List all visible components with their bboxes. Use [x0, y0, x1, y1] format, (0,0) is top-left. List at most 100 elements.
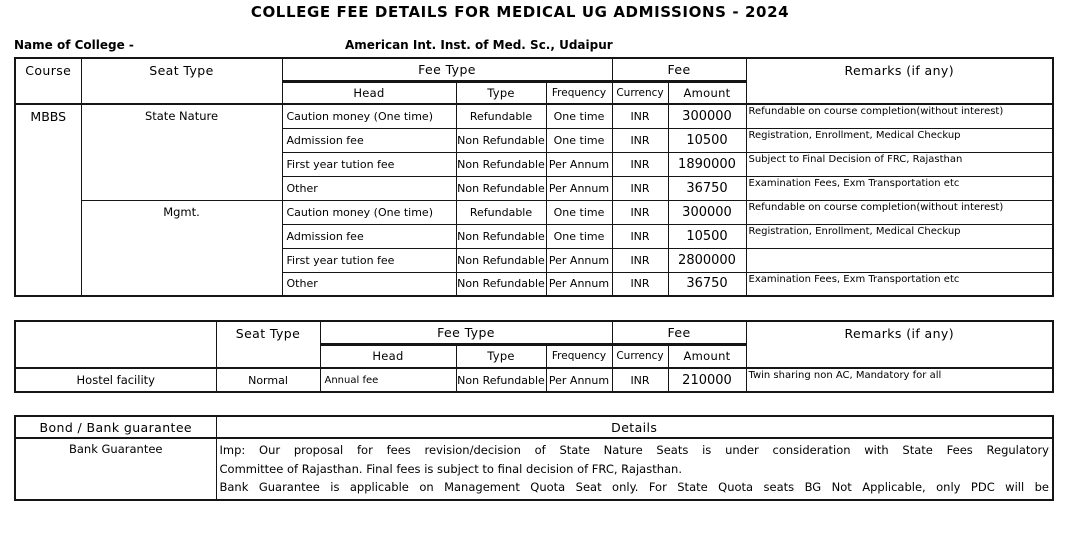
fee-amount-cell: 36750 [667, 175, 747, 201]
fee-frequency-cell: Per Annum [545, 151, 613, 177]
fee-frequency-cell: Per Annum [545, 271, 613, 297]
fee-frequency-cell: One time [545, 223, 613, 249]
fee-head-cell: Admission fee [281, 223, 457, 249]
fee-frequency-cell: Per Annum [545, 175, 613, 201]
fee-remarks-cell: Examination Fees, Exm Transportation etc [745, 175, 1054, 201]
fee-remarks-cell: Twin sharing non AC, Mandatory for all [745, 367, 1054, 393]
fee-amount-cell: 300000 [667, 199, 747, 225]
header-seat-type: Seat Type [80, 57, 283, 105]
header-remarks: Remarks (if any) [745, 320, 1054, 369]
fee-currency-cell: INR [611, 223, 669, 249]
fee-type-cell: Non Refundable [455, 367, 547, 393]
fee-row: Admission fee Non Refundable One time IN… [15, 223, 1054, 249]
fee-remarks-cell: Examination Fees, Exm Transportation etc [745, 271, 1054, 297]
fee-type-cell: Non Refundable [455, 151, 547, 177]
facility-cell: Hostel facility [14, 367, 217, 393]
details-header-cell: Details [215, 415, 1054, 439]
fee-remarks-cell: Subject to Final Decision of FRC, Rajast… [745, 151, 1054, 177]
college-label: Name of College - [14, 38, 134, 52]
header-fee-type: Fee Type [319, 320, 613, 346]
fee-row: First year tution fee Non Refundable Per… [15, 247, 1054, 273]
page-title: COLLEGE FEE DETAILS FOR MEDICAL UG ADMIS… [250, 3, 790, 21]
seat-type-cell: Mgmt. [80, 199, 283, 297]
fee-amount-cell: 1890000 [667, 151, 747, 177]
details-line: Bank Guarantee is applicable on Manageme… [219, 480, 1050, 494]
fee-head-cell: Other [281, 175, 457, 201]
header-amount: Amount [667, 343, 747, 369]
header-course: Course [14, 57, 82, 105]
bond-details-cell: Imp: Our proposal for fees revision/deci… [215, 437, 1054, 500]
fee-head-cell: Caution money (One time) [281, 199, 457, 225]
fee-amount-cell: 36750 [667, 271, 747, 297]
fee-row: Other Non Refundable Per Annum INR 36750… [15, 271, 1054, 297]
bond-header-cell: Bond / Bank guarantee [14, 415, 217, 439]
bond-table: Bond / Bank guarantee Details Bank Guara… [14, 415, 1054, 501]
fee-remarks-cell: Refundable on course completion(without … [745, 199, 1054, 225]
fee-remarks-cell: Registration, Enrollment, Medical Checku… [745, 127, 1054, 153]
header-currency: Currency [611, 80, 669, 105]
header-fee: Fee [611, 320, 747, 346]
fee-head-cell: Admission fee [281, 127, 457, 153]
fee-amount-cell: 210000 [667, 367, 747, 393]
hostel-table: Seat Type Fee Type Fee Remarks (if any) … [14, 320, 1054, 393]
seat-type-cell: State Nature [80, 103, 283, 201]
fee-currency-cell: INR [611, 271, 669, 297]
fee-currency-cell: INR [611, 367, 669, 393]
header-frequency: Frequency [545, 343, 613, 369]
fee-type-cell: Non Refundable [455, 247, 547, 273]
fee-table: Course Seat Type Fee Type Fee Remarks (i… [14, 57, 1054, 297]
fee-row: MBBS State Nature Caution money (One tim… [14, 103, 1054, 297]
course-cell: MBBS [14, 103, 82, 297]
fee-currency-cell: INR [611, 199, 669, 225]
header-type: Type [455, 80, 547, 105]
fee-head-cell: Annual fee [319, 367, 457, 393]
fee-remarks-cell [745, 247, 1054, 273]
header-frequency: Frequency [545, 80, 613, 105]
fee-currency-cell: INR [611, 151, 669, 177]
fee-currency-cell: INR [611, 247, 669, 273]
hostel-header-blank [14, 320, 217, 369]
fee-amount-cell: 10500 [667, 127, 747, 153]
fee-currency-cell: INR [611, 127, 669, 153]
fee-amount-cell: 2800000 [667, 247, 747, 273]
fee-type-cell: Refundable [455, 199, 547, 225]
college-name: American Int. Inst. of Med. Sc., Udaipur [345, 38, 613, 52]
header-currency: Currency [611, 343, 669, 369]
header-seat-type: Seat Type [215, 320, 321, 369]
header-head: Head [281, 80, 457, 105]
fee-type-cell: Refundable [455, 103, 547, 129]
fee-head-cell: First year tution fee [281, 247, 457, 273]
fee-remarks-cell: Registration, Enrollment, Medical Checku… [745, 223, 1054, 249]
fee-head-cell: Other [281, 271, 457, 297]
hostel-row: Hostel facility Normal Annual fee Non Re… [14, 367, 1054, 393]
header-amount: Amount [667, 80, 747, 105]
fee-type-cell: Non Refundable [455, 175, 547, 201]
fee-amount-cell: 10500 [667, 223, 747, 249]
fee-frequency-cell: Per Annum [545, 367, 613, 393]
fee-head-cell: Caution money (One time) [281, 103, 457, 129]
header-remarks: Remarks (if any) [745, 57, 1054, 105]
header-head: Head [319, 343, 457, 369]
fee-currency-cell: INR [611, 175, 669, 201]
fee-type-cell: Non Refundable [455, 271, 547, 297]
fee-frequency-cell: One time [545, 199, 613, 225]
header-fee: Fee [611, 57, 747, 83]
header-fee-type: Fee Type [281, 57, 613, 83]
header-type: Type [455, 343, 547, 369]
seat-type-cell: Normal [215, 367, 321, 393]
fee-remarks-cell: Refundable on course completion(without … [745, 103, 1054, 129]
fee-frequency-cell: One time [545, 127, 613, 153]
fee-type-cell: Non Refundable [455, 223, 547, 249]
fee-row: First year tution fee Non Refundable Per… [15, 151, 1054, 177]
bond-row-label: Bank Guarantee [14, 437, 217, 500]
fee-amount-cell: 300000 [667, 103, 747, 129]
fee-currency-cell: INR [611, 103, 669, 129]
fee-frequency-cell: Per Annum [545, 247, 613, 273]
details-line: Imp: Our proposal for fees revision/deci… [219, 443, 1050, 457]
fee-row: Admission fee Non Refundable One time IN… [15, 127, 1054, 153]
fee-frequency-cell: One time [545, 103, 613, 129]
fee-head-cell: First year tution fee [281, 151, 457, 177]
details-line: Committee of Rajasthan. Final fees is su… [219, 461, 683, 476]
fee-row: Mgmt. Caution money (One time) Refundabl… [15, 199, 1054, 297]
